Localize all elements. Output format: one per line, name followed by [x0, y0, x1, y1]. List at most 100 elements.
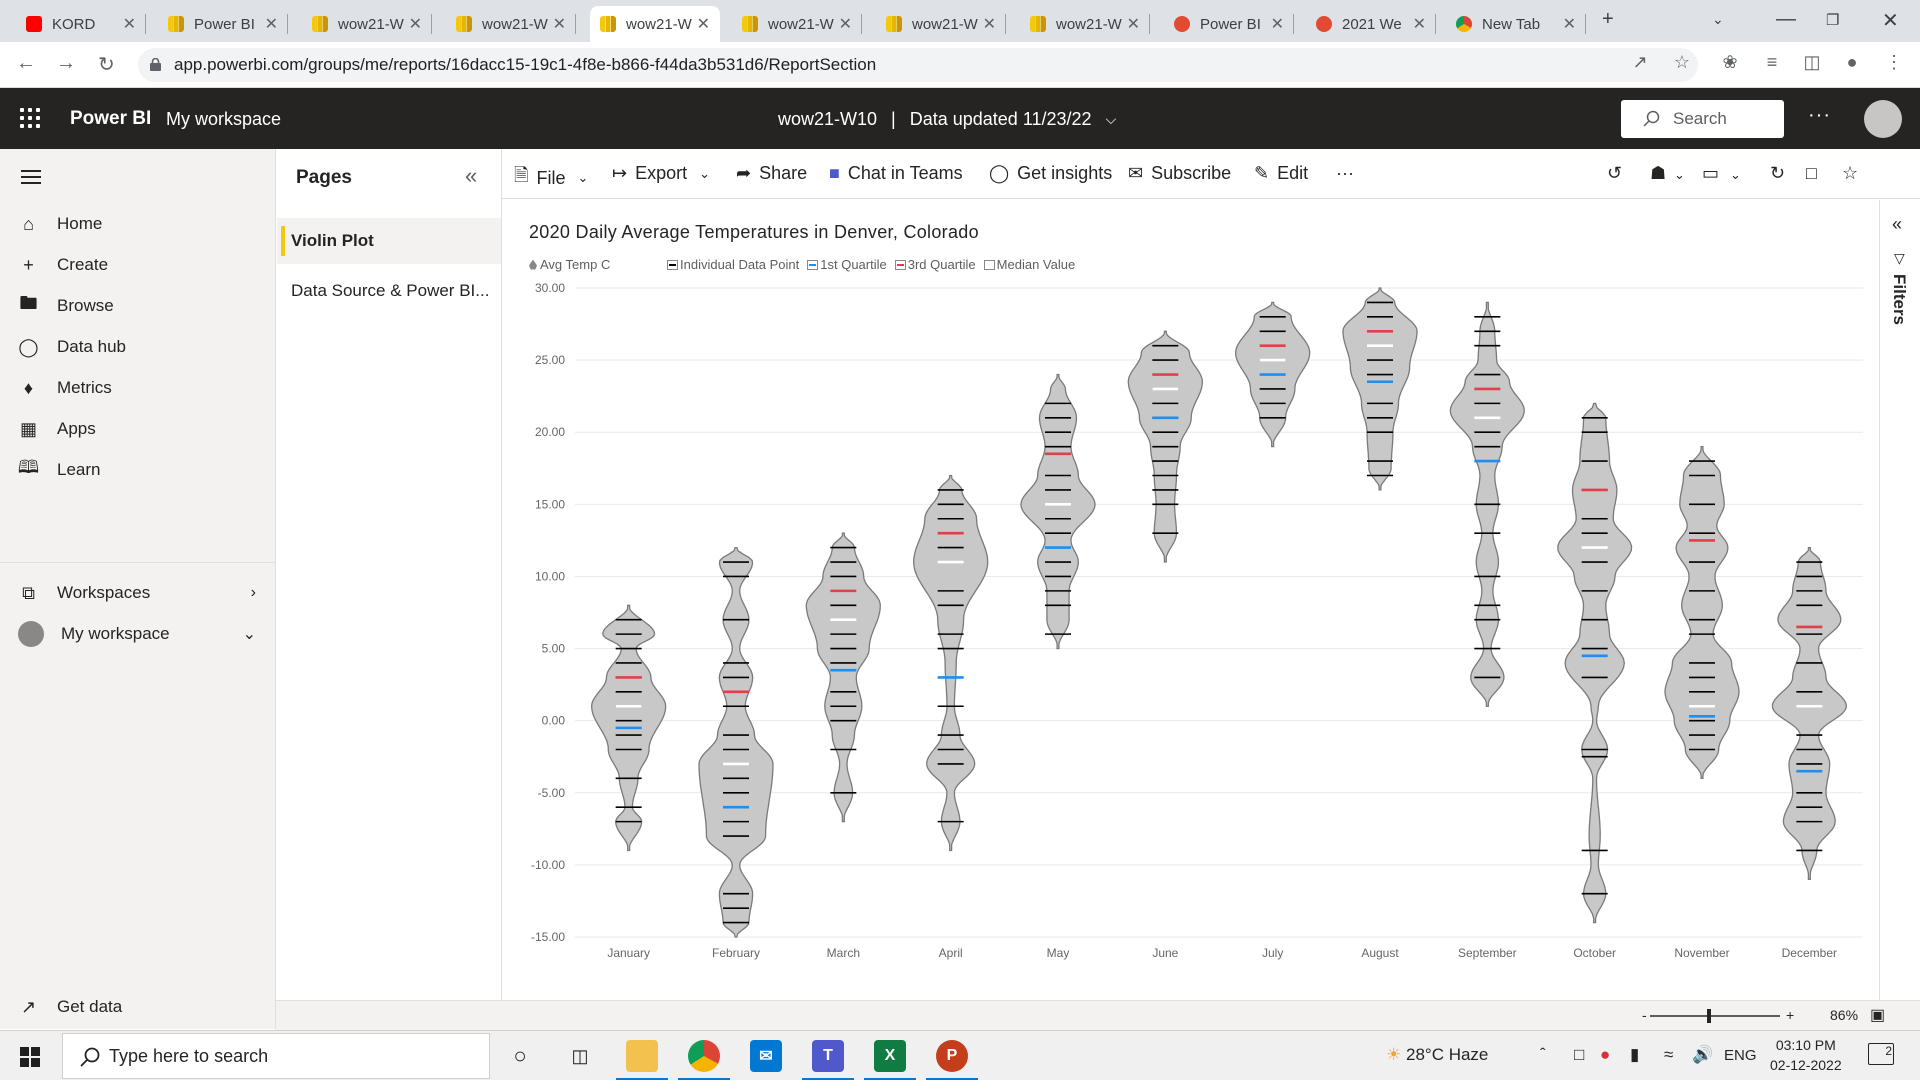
- browser-tab[interactable]: wow21-W ✕: [302, 6, 432, 42]
- report-info[interactable]: wow21-W10 | Data updated 11/23/22 ⌵: [778, 109, 1116, 130]
- excel-taskbar-icon[interactable]: X: [864, 1040, 916, 1080]
- close-tab-icon[interactable]: ✕: [696, 16, 710, 33]
- zoom-slider[interactable]: [1650, 1015, 1780, 1017]
- forward-icon[interactable]: →: [56, 52, 76, 74]
- filters-pane[interactable]: « ▽ Filters: [1879, 200, 1920, 1000]
- browser-tab[interactable]: New Tab ✕: [1446, 6, 1586, 42]
- edit-button[interactable]: ✎ Edit: [1254, 163, 1308, 184]
- page-tab-violin-plot[interactable]: Violin Plot: [277, 218, 501, 264]
- share-button[interactable]: ➦ Share: [736, 163, 807, 184]
- wifi-icon[interactable]: ≈: [1664, 1045, 1674, 1064]
- close-tab-icon[interactable]: ✕: [838, 16, 852, 33]
- show-hidden-icons-icon[interactable]: ˆ: [1540, 1045, 1546, 1064]
- windows-start-icon[interactable]: [20, 1047, 40, 1067]
- nav-item-create[interactable]: + Create: [0, 245, 276, 285]
- nav-item-metrics[interactable]: ♦ Metrics: [0, 368, 276, 408]
- legend-q1[interactable]: 1st Quartile: [807, 257, 887, 272]
- brand-name[interactable]: Power BI: [70, 108, 152, 129]
- browser-tab[interactable]: 2021 We ✕: [1306, 6, 1436, 42]
- nav-item-learn[interactable]: 🕮 Learn: [0, 450, 276, 490]
- weather-widget[interactable]: ☀ 28°C Haze: [1386, 1045, 1488, 1065]
- fit-to-page-icon[interactable]: ▣: [1870, 1007, 1886, 1024]
- chevron-down-icon[interactable]: ⌄: [1674, 167, 1685, 182]
- nav-my-workspace[interactable]: My workspace ⌄: [0, 614, 276, 654]
- battery-icon[interactable]: ▮: [1630, 1045, 1640, 1064]
- bookmark-star-icon[interactable]: ☆: [1673, 52, 1691, 72]
- close-tab-icon[interactable]: ✕: [122, 16, 136, 33]
- file-explorer-icon[interactable]: [616, 1040, 668, 1080]
- bookmark-icon[interactable]: ☗: [1650, 163, 1667, 183]
- collapse-pages-icon[interactable]: «: [465, 163, 478, 188]
- more-actions-button[interactable]: ···: [1336, 163, 1354, 183]
- chat-in-teams-button[interactable]: ■ Chat in Teams: [829, 163, 963, 184]
- app-launcher-icon[interactable]: [20, 108, 40, 128]
- get-insights-button[interactable]: ◯ Get insights: [989, 163, 1112, 184]
- back-icon[interactable]: ←: [16, 52, 36, 74]
- legend-q3[interactable]: 3rd Quartile: [894, 257, 976, 272]
- system-clock[interactable]: 03:10 PM 02-12-2022: [1770, 1035, 1842, 1075]
- expand-filters-icon[interactable]: «: [1892, 214, 1903, 234]
- close-tab-icon[interactable]: ✕: [408, 16, 422, 33]
- side-panel-icon[interactable]: ◫: [1803, 52, 1821, 72]
- close-tab-icon[interactable]: ✕: [1270, 16, 1284, 33]
- browser-tab[interactable]: wow21-W ✕: [876, 6, 1006, 42]
- cortana-icon[interactable]: ○: [513, 1043, 527, 1068]
- maximize-button[interactable]: ❐: [1826, 12, 1840, 29]
- export-menu[interactable]: ↦ Export ⌄: [612, 163, 710, 184]
- new-tab-button[interactable]: +: [1602, 8, 1614, 30]
- mail-taskbar-icon[interactable]: ✉: [750, 1040, 782, 1072]
- close-window-button[interactable]: ✕: [1882, 10, 1899, 32]
- task-view-icon[interactable]: ◫: [571, 1045, 589, 1066]
- tab-search-chevron-icon[interactable]: ⌄: [1712, 11, 1724, 27]
- teams-taskbar-icon[interactable]: T: [802, 1040, 854, 1080]
- chevron-down-icon[interactable]: ⌄: [1730, 167, 1741, 182]
- tray-device-icon[interactable]: □: [1574, 1045, 1585, 1064]
- legend-median[interactable]: Median Value: [983, 257, 1075, 272]
- close-tab-icon[interactable]: ✕: [264, 16, 278, 33]
- zoom-slider-thumb[interactable]: [1707, 1009, 1711, 1023]
- reload-icon[interactable]: ↻: [98, 54, 115, 76]
- hamburger-menu-icon[interactable]: [21, 170, 41, 184]
- taskbar-search-input[interactable]: Type here to search: [62, 1033, 490, 1079]
- share-page-icon[interactable]: ↗: [1632, 52, 1648, 72]
- minimize-button[interactable]: —: [1776, 8, 1796, 30]
- browser-tab[interactable]: wow21-W ✕: [1020, 6, 1150, 42]
- search-input[interactable]: Search: [1621, 100, 1784, 138]
- comment-icon[interactable]: □: [1806, 163, 1817, 183]
- reset-icon[interactable]: ↺: [1607, 163, 1623, 183]
- violin-chart[interactable]: 30.00 25.00 20.00 15.00 10.00 5.00 0.00 -5.00 -1…: [503, 200, 1879, 998]
- tray-network-alert-icon[interactable]: ●: [1600, 1045, 1611, 1064]
- powerpoint-taskbar-icon[interactable]: P: [926, 1040, 978, 1080]
- browser-tab[interactable]: KORD ✕: [16, 6, 146, 42]
- page-tab-data-source[interactable]: Data Source & Power BI...: [291, 281, 490, 300]
- close-tab-icon[interactable]: ✕: [982, 16, 996, 33]
- profile-icon[interactable]: ●: [1846, 52, 1858, 72]
- browser-tab[interactable]: wow21-W ✕: [446, 6, 576, 42]
- close-tab-icon[interactable]: ✕: [1126, 16, 1140, 33]
- favorite-star-icon[interactable]: ☆: [1842, 163, 1859, 183]
- nav-item-apps[interactable]: ▦ Apps: [0, 409, 276, 449]
- zoom-in-button[interactable]: +: [1786, 1007, 1795, 1023]
- nav-workspaces[interactable]: ⧉ Workspaces ›: [0, 573, 276, 613]
- refresh-icon[interactable]: ↻: [1770, 163, 1786, 183]
- legend-individual-point[interactable]: Individual Data Point: [667, 257, 799, 272]
- url-bar[interactable]: app.powerbi.com/groups/me/reports/16dacc…: [138, 48, 1698, 82]
- reading-list-icon[interactable]: ≡: [1766, 52, 1778, 72]
- nav-item-data-hub[interactable]: ◯ Data hub: [0, 327, 276, 367]
- nav-item-browse[interactable]: 🖿 Browse: [0, 286, 276, 326]
- browser-tab[interactable]: wow21-W ✕: [732, 6, 862, 42]
- legend-avg-temp[interactable]: Avg Temp C: [529, 257, 667, 272]
- subscribe-button[interactable]: ✉ Subscribe: [1128, 163, 1231, 184]
- user-avatar[interactable]: [1864, 100, 1902, 138]
- notification-center-icon[interactable]: 2: [1868, 1043, 1894, 1065]
- nav-item-home[interactable]: ⌂ Home: [0, 204, 276, 244]
- zoom-out-button[interactable]: -: [1642, 1007, 1647, 1023]
- browser-menu-icon[interactable]: ⋮: [1885, 52, 1903, 72]
- close-tab-icon[interactable]: ✕: [1412, 16, 1426, 33]
- view-icon[interactable]: ▭: [1702, 163, 1720, 183]
- extensions-icon[interactable]: ❀: [1722, 52, 1738, 72]
- nav-get-data[interactable]: ↗ Get data: [0, 987, 276, 1027]
- close-tab-icon[interactable]: ✕: [552, 16, 566, 33]
- language-indicator[interactable]: ENG: [1724, 1047, 1757, 1064]
- browser-tab[interactable]: wow21-W ✕: [590, 6, 720, 42]
